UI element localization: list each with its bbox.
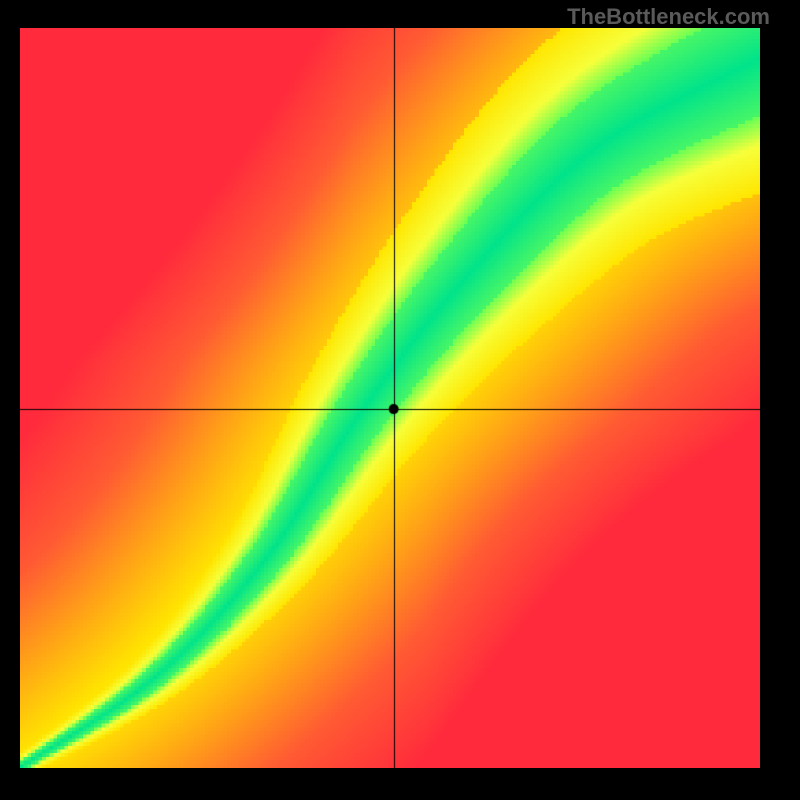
overlay-canvas <box>20 28 760 768</box>
chart-container: TheBottleneck.com <box>0 0 800 800</box>
watermark-text: TheBottleneck.com <box>567 4 770 30</box>
